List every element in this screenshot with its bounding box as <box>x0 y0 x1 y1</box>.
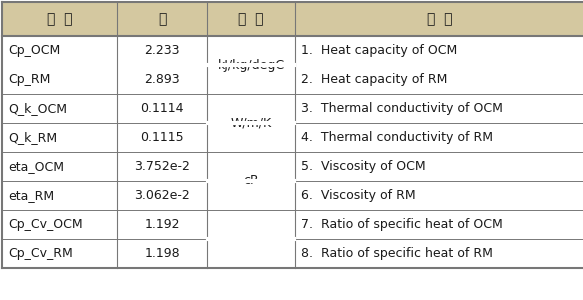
Text: 변  수: 변 수 <box>47 12 72 26</box>
Text: 2.233: 2.233 <box>144 44 180 57</box>
Bar <box>2 210 583 239</box>
Text: Q_k_OCM: Q_k_OCM <box>8 102 67 115</box>
Text: W/m/K: W/m/K <box>230 116 272 130</box>
Text: 0.1114: 0.1114 <box>141 102 184 115</box>
Text: Cp_RM: Cp_RM <box>8 73 50 86</box>
Text: 2.  Heat capacity of RM: 2. Heat capacity of RM <box>301 73 447 86</box>
Bar <box>2 239 583 268</box>
Text: 단  위: 단 위 <box>238 12 264 26</box>
Text: 3.062e-2: 3.062e-2 <box>134 189 190 202</box>
Text: 값: 값 <box>158 12 166 26</box>
Text: 4.  Thermal conductivity of RM: 4. Thermal conductivity of RM <box>301 131 493 144</box>
Text: Cp_Cv_RM: Cp_Cv_RM <box>8 247 73 260</box>
Text: 7.  Ratio of specific heat of OCM: 7. Ratio of specific heat of OCM <box>301 218 503 231</box>
Text: Cp_OCM: Cp_OCM <box>8 44 60 57</box>
Text: 3.  Thermal conductivity of OCM: 3. Thermal conductivity of OCM <box>301 102 503 115</box>
Text: 0.1115: 0.1115 <box>140 131 184 144</box>
Text: 1.  Heat capacity of OCM: 1. Heat capacity of OCM <box>301 44 457 57</box>
Bar <box>2 181 583 210</box>
Bar <box>2 65 583 94</box>
Text: kJ/kg/degC: kJ/kg/degC <box>217 58 285 71</box>
Text: 비  고: 비 고 <box>427 12 453 26</box>
Bar <box>2 152 583 181</box>
Text: Q_k_RM: Q_k_RM <box>8 131 57 144</box>
Text: 2.893: 2.893 <box>144 73 180 86</box>
Text: 3.752e-2: 3.752e-2 <box>134 160 190 173</box>
Text: 1.198: 1.198 <box>144 247 180 260</box>
Text: Cp_Cv_OCM: Cp_Cv_OCM <box>8 218 83 231</box>
Bar <box>2 2 583 36</box>
Text: cP: cP <box>244 175 258 188</box>
Bar <box>2 94 583 123</box>
Text: 5.  Viscosity of OCM: 5. Viscosity of OCM <box>301 160 426 173</box>
Text: eta_RM: eta_RM <box>8 189 54 202</box>
Text: 8.  Ratio of specific heat of RM: 8. Ratio of specific heat of RM <box>301 247 493 260</box>
Text: -: - <box>249 232 253 245</box>
Text: 1.192: 1.192 <box>144 218 180 231</box>
Text: eta_OCM: eta_OCM <box>8 160 64 173</box>
Text: 6.  Viscosity of RM: 6. Viscosity of RM <box>301 189 416 202</box>
Bar <box>2 123 583 152</box>
Bar <box>2 36 583 65</box>
